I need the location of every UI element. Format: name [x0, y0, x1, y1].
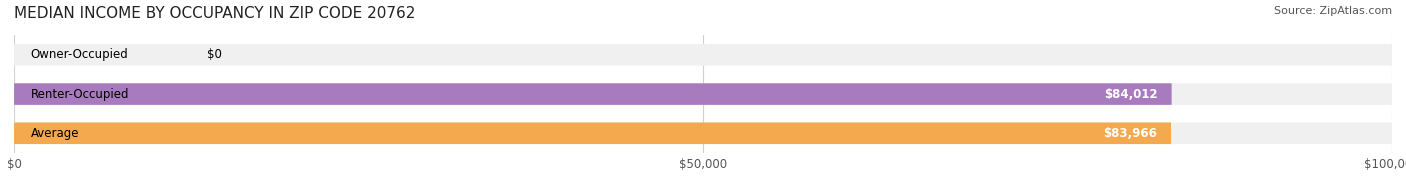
- Text: Renter-Occupied: Renter-Occupied: [31, 88, 129, 101]
- Text: $84,012: $84,012: [1104, 88, 1159, 101]
- Text: $83,966: $83,966: [1104, 127, 1157, 140]
- Text: Owner-Occupied: Owner-Occupied: [31, 48, 128, 61]
- Text: Source: ZipAtlas.com: Source: ZipAtlas.com: [1274, 6, 1392, 16]
- Text: Average: Average: [31, 127, 79, 140]
- FancyBboxPatch shape: [14, 83, 1171, 105]
- Text: $0: $0: [207, 48, 222, 61]
- FancyBboxPatch shape: [14, 122, 1171, 144]
- FancyBboxPatch shape: [14, 83, 1392, 105]
- FancyBboxPatch shape: [14, 44, 1392, 66]
- FancyBboxPatch shape: [14, 122, 1392, 144]
- Text: MEDIAN INCOME BY OCCUPANCY IN ZIP CODE 20762: MEDIAN INCOME BY OCCUPANCY IN ZIP CODE 2…: [14, 6, 415, 21]
